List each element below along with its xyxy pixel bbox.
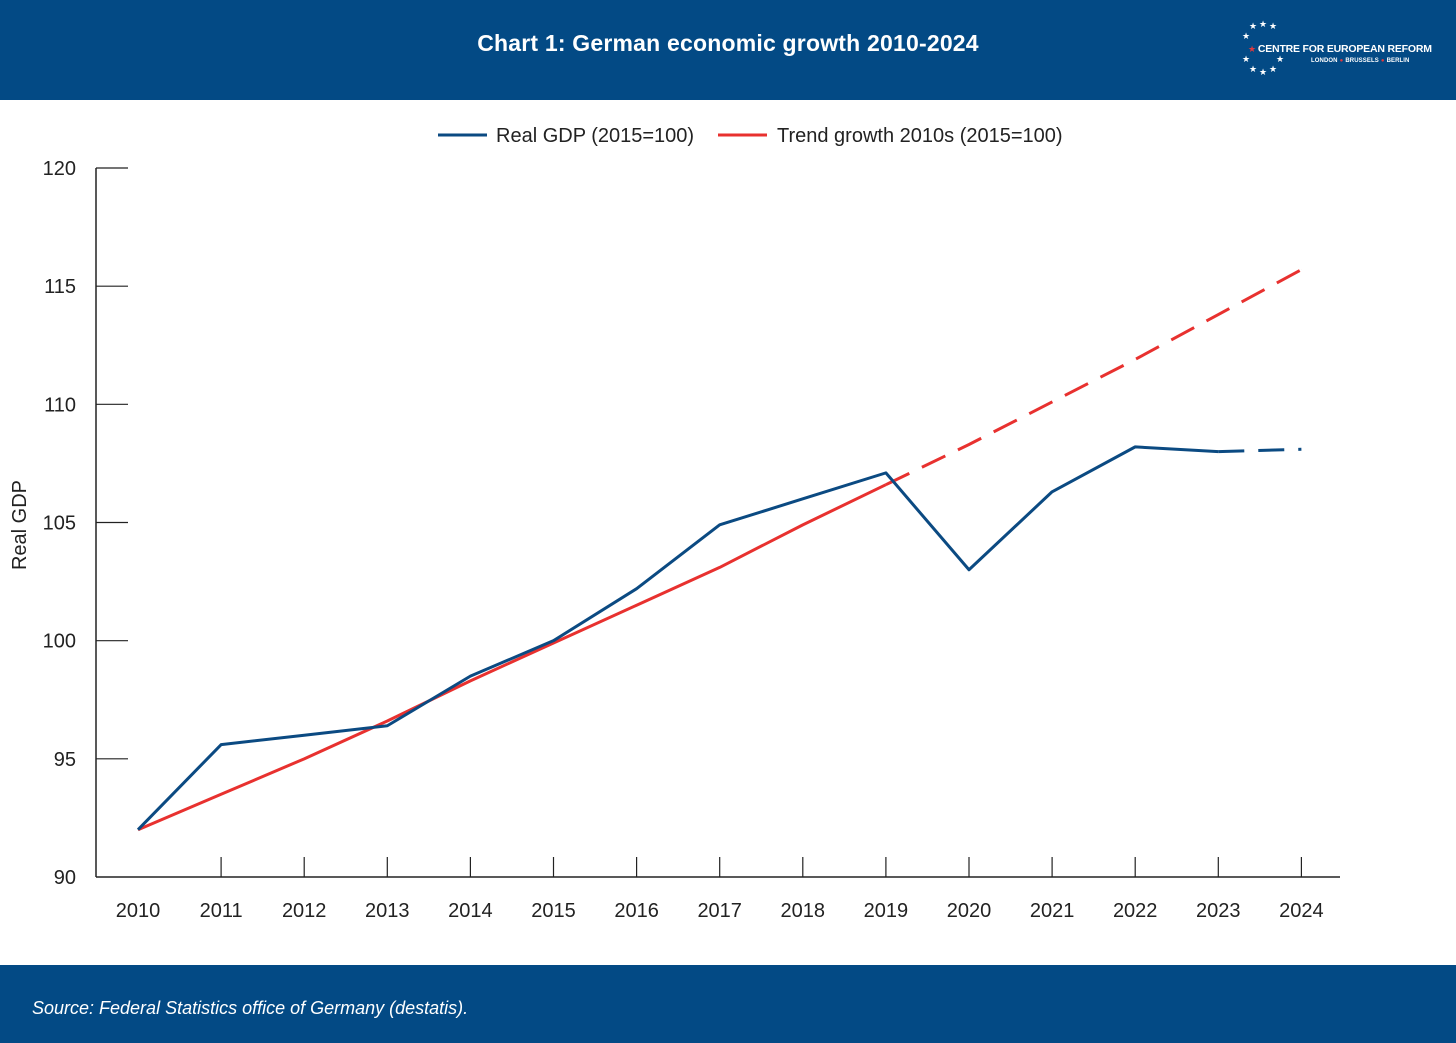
x-tick-label: 2016 [614, 900, 659, 922]
y-tick-label: 110 [44, 394, 76, 416]
svg-text:★: ★ [1276, 54, 1284, 64]
eu-stars-icon: ★ ★ ★ ★ ★ ★ ★ ★ ★ [1242, 20, 1284, 77]
svg-text:★: ★ [1259, 20, 1267, 29]
svg-text:★: ★ [1249, 64, 1257, 74]
logo-cities: LONDON ● BRUSSELS ● BERLIN [1311, 58, 1410, 64]
x-tick-label: 2021 [1030, 900, 1075, 922]
y-tick-label: 90 [54, 867, 76, 889]
y-axis-label: Real GDP [9, 480, 31, 570]
svg-text:★: ★ [1259, 67, 1267, 77]
chart-footer: Source: Federal Statistics office of Ger… [0, 965, 1456, 1043]
x-tick-label: 2010 [116, 900, 161, 922]
x-tick-label: 2018 [781, 900, 826, 922]
chart-area: Real GDP (2015=100) Trend growth 2010s (… [0, 100, 1456, 965]
series-line-real-gdp-solid [136, 445, 1219, 831]
legend: Real GDP (2015=100) Trend growth 2010s (… [438, 125, 1063, 147]
svg-text:★: ★ [1269, 64, 1277, 74]
red-star-icon: ★ [1248, 44, 1256, 54]
x-tick-label: 2011 [200, 900, 243, 922]
legend-label-trend: Trend growth 2010s (2015=100) [777, 125, 1063, 147]
x-tick-label: 2023 [1196, 900, 1241, 922]
legend-label-real-gdp: Real GDP (2015=100) [496, 125, 694, 147]
x-tick-label: 2015 [531, 900, 576, 922]
series-line-trend-solid [137, 483, 887, 832]
y-tick-label: 120 [43, 158, 76, 180]
svg-text:★: ★ [1242, 54, 1250, 64]
axes [95, 168, 1340, 878]
x-ticks: 2010 2011 2012 2013 2014 2015 2016 2017 2018 2019… [116, 857, 1324, 922]
y-tick-label: 115 [44, 276, 76, 298]
source-note: Source: Federal Statistics office of Ger… [32, 998, 469, 1018]
line-chart: Real GDP (2015=100) Trend growth 2010s (… [9, 125, 1340, 922]
x-tick-label: 2017 [697, 900, 742, 922]
cer-logo: ★ ★ ★ ★ ★ ★ ★ ★ ★ ★ CENTRE FOR EUROPEAN R… [1232, 20, 1432, 82]
x-tick-label: 2022 [1113, 900, 1158, 922]
y-tick-label: 95 [54, 749, 76, 771]
series-line-real-gdp-dashed [1218, 447, 1302, 454]
svg-text:★: ★ [1242, 31, 1250, 41]
chart-header: Chart 1: German economic growth 2010-202… [0, 0, 1456, 100]
x-tick-label: 2019 [864, 900, 909, 922]
x-tick-label: 2020 [947, 900, 992, 922]
svg-text:★: ★ [1249, 21, 1257, 31]
y-tick-label: 100 [43, 631, 76, 653]
svg-text:★: ★ [1269, 21, 1277, 31]
x-tick-label: 2024 [1279, 900, 1324, 922]
x-tick-label: 2014 [448, 900, 493, 922]
x-tick-label: 2012 [282, 900, 327, 922]
logo-name: CENTRE FOR EUROPEAN REFORM [1257, 43, 1432, 55]
series-layer [136, 268, 1303, 832]
y-tick-label: 105 [43, 513, 76, 535]
y-ticks: 90 95 100 105 110 115 120 [43, 158, 128, 889]
chart-title: Chart 1: German economic growth 2010-202… [477, 30, 979, 56]
x-tick-label: 2013 [365, 900, 410, 922]
